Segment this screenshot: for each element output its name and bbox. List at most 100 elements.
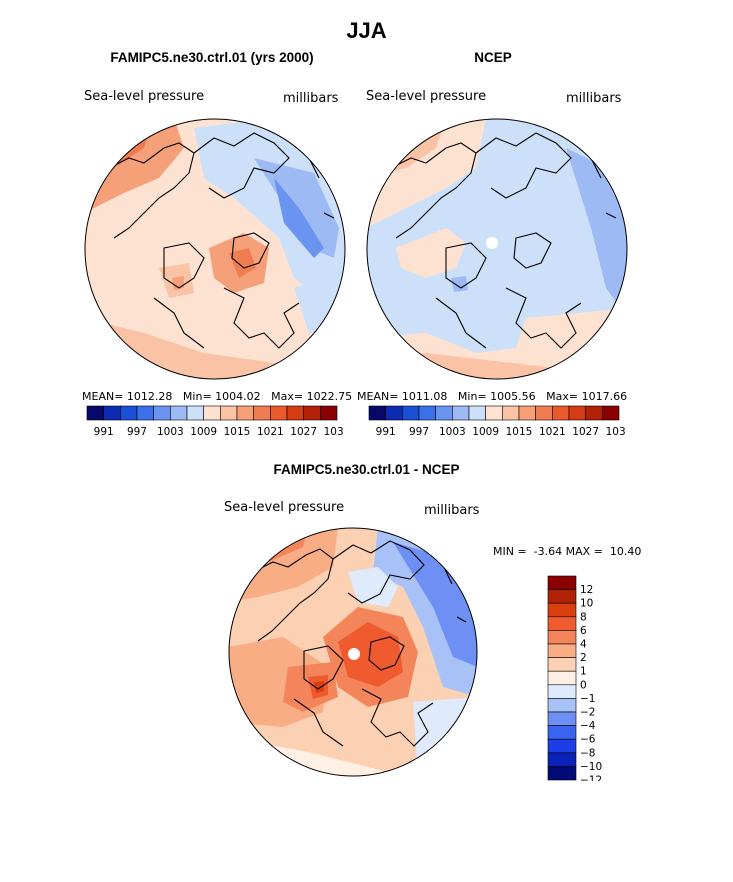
colorbar-tick-label: −12 — [580, 775, 602, 782]
colorbar-ncep: 991 997 1003 1009 1015 1021 1027 1033 — [368, 405, 626, 438]
panel-1-field-label: Sea-level pressure — [84, 89, 205, 104]
colorbar-swatch — [435, 405, 453, 421]
colorbar-tick-label: 1015 — [506, 426, 533, 438]
colorbar-swatch — [547, 725, 577, 740]
colorbar-swatch — [547, 630, 577, 645]
polar-map-model — [84, 118, 346, 380]
colorbar-swatch — [253, 405, 271, 421]
colorbar-swatch — [552, 405, 570, 421]
max-label: Max= — [546, 390, 579, 403]
map-fill-high — [396, 228, 466, 278]
map-fill-high — [229, 248, 256, 278]
colorbar-swatch — [170, 405, 188, 421]
colorbar-swatch — [547, 711, 577, 726]
diff-title: FAMIPC5.ne30.ctrl.01 - NCEP — [273, 462, 460, 477]
min-value: 1005.56 — [490, 390, 536, 403]
colorbar-swatch — [547, 670, 577, 686]
colorbar-swatch — [547, 698, 577, 713]
panel-2-title: NCEP — [474, 50, 512, 65]
colorbar-swatch — [485, 405, 503, 421]
colorbar-tick-label: 1027 — [290, 426, 317, 438]
colorbar-tick-label: −2 — [580, 707, 595, 719]
colorbar-swatch — [502, 405, 520, 421]
colorbar-swatch — [547, 657, 577, 672]
panel-2-stats: MEAN= 1011.08 Min= 1005.56 Max= 1017.66 — [357, 390, 627, 403]
mean-label: MEAN= — [357, 390, 399, 403]
colorbar-swatch — [547, 616, 577, 631]
coastline — [108, 132, 335, 349]
colorbar-swatch — [220, 405, 238, 421]
pole-missing-data — [348, 648, 360, 660]
colorbar-tick-label: 1009 — [472, 426, 499, 438]
season-title: JJA — [346, 18, 387, 43]
colorbar-tick-label: −8 — [580, 747, 595, 759]
map-fill-low — [348, 567, 398, 607]
colorbar-tick-label: 1021 — [257, 426, 284, 438]
colorbar-swatch — [547, 684, 577, 699]
colorbar-swatch — [368, 405, 386, 421]
polar-map-difference — [228, 527, 478, 777]
colorbar-tick-label: 1003 — [157, 426, 184, 438]
colorbar-tick-label: −4 — [580, 720, 596, 732]
diff-field-label: Sea-level pressure — [224, 500, 345, 515]
panel-1-stats: MEAN= 1012.28 Min= 1004.02 Max= 1022.75 — [82, 390, 352, 403]
colorbar-tick-label: 0 — [580, 679, 587, 691]
colorbar-swatch — [153, 405, 171, 421]
colorbar-tick-label: 4 — [580, 639, 587, 651]
colorbar-tick-label: 991 — [94, 426, 114, 438]
colorbar-tick-label: 10 — [580, 598, 593, 610]
colorbar-tick-label: 1033 — [324, 426, 344, 438]
colorbar-swatch — [236, 405, 254, 421]
colorbar-tick-label: 1027 — [572, 426, 599, 438]
colorbar-swatch — [402, 405, 420, 421]
panel-2-field-label: Sea-level pressure — [366, 89, 487, 104]
colorbar-swatch — [270, 405, 288, 421]
colorbar-swatch — [103, 405, 121, 421]
min-value: 1004.02 — [215, 390, 261, 403]
colorbar-model: 991 997 1003 1009 1015 1021 1027 1033 — [86, 405, 344, 438]
map-border — [84, 118, 346, 380]
colorbar-swatch — [547, 766, 577, 781]
colorbar-tick-label: 1021 — [539, 426, 566, 438]
panel-1-title: FAMIPC5.ne30.ctrl.01 (yrs 2000) — [110, 50, 314, 65]
pole-missing-data — [486, 237, 498, 249]
colorbar-swatch — [286, 405, 304, 421]
panel-1-units-label: millibars — [283, 91, 339, 106]
map-fill-low — [451, 276, 468, 292]
map-fill-high — [314, 681, 324, 693]
panel-2-units-label: millibars — [566, 91, 622, 106]
colorbar-swatch — [547, 575, 577, 590]
map-border — [228, 527, 478, 777]
colorbar-swatch — [547, 589, 577, 604]
colorbar-swatch — [547, 738, 577, 754]
colorbar-tick-label: −6 — [580, 734, 596, 746]
colorbar-swatch — [518, 405, 536, 421]
diff-units-label: millibars — [424, 503, 480, 518]
colorbar-tick-label: 2 — [580, 652, 587, 664]
colorbar-swatch — [568, 405, 586, 421]
min-label: Min= — [182, 390, 212, 403]
min-label: Min= — [457, 390, 487, 403]
mean-value: 1011.08 — [401, 390, 448, 403]
coastline — [390, 132, 617, 349]
map-fill-low — [194, 119, 345, 298]
map-fill-high — [367, 119, 411, 148]
max-label: Max= — [271, 390, 304, 403]
colorbar-tick-label: 12 — [580, 584, 593, 596]
colorbar-swatch — [418, 405, 436, 421]
colorbar-tick-label: 1 — [580, 666, 587, 678]
colorbar-tick-label: 997 — [127, 426, 147, 438]
colorbar-swatch — [86, 405, 104, 421]
colorbar-tick-label: −1 — [580, 693, 595, 705]
polar-map-ncep — [366, 118, 628, 380]
colorbar-tick-label: 1033 — [606, 426, 626, 438]
colorbar-tick-label: −10 — [580, 761, 602, 773]
colorbar-tick-label: 8 — [580, 611, 587, 623]
colorbar-tick-label: 1015 — [224, 426, 251, 438]
colorbar-tick-label: 1003 — [439, 426, 466, 438]
colorbar-swatch — [136, 405, 154, 421]
colorbar-swatch — [585, 405, 603, 421]
colorbar-swatch — [320, 405, 338, 421]
colorbar-swatch — [602, 405, 620, 421]
mean-value: 1012.28 — [126, 390, 173, 403]
